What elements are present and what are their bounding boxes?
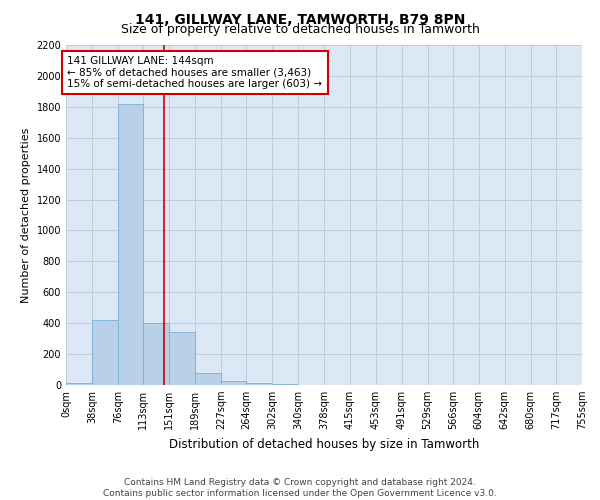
X-axis label: Distribution of detached houses by size in Tamworth: Distribution of detached houses by size … [169, 438, 479, 450]
Text: Contains HM Land Registry data © Crown copyright and database right 2024.
Contai: Contains HM Land Registry data © Crown c… [103, 478, 497, 498]
Text: Size of property relative to detached houses in Tamworth: Size of property relative to detached ho… [121, 22, 479, 36]
Text: 141 GILLWAY LANE: 144sqm
← 85% of detached houses are smaller (3,463)
15% of sem: 141 GILLWAY LANE: 144sqm ← 85% of detach… [67, 56, 322, 89]
Text: 141, GILLWAY LANE, TAMWORTH, B79 8PN: 141, GILLWAY LANE, TAMWORTH, B79 8PN [135, 12, 465, 26]
Y-axis label: Number of detached properties: Number of detached properties [21, 128, 31, 302]
Bar [272, 384, 298, 385]
Bar [247, 382, 272, 385]
Bar [195, 374, 221, 385]
Bar [143, 323, 169, 385]
Bar [118, 104, 143, 385]
Bar [169, 332, 195, 385]
Bar [66, 382, 92, 385]
Bar [221, 381, 247, 385]
Bar [92, 320, 118, 385]
